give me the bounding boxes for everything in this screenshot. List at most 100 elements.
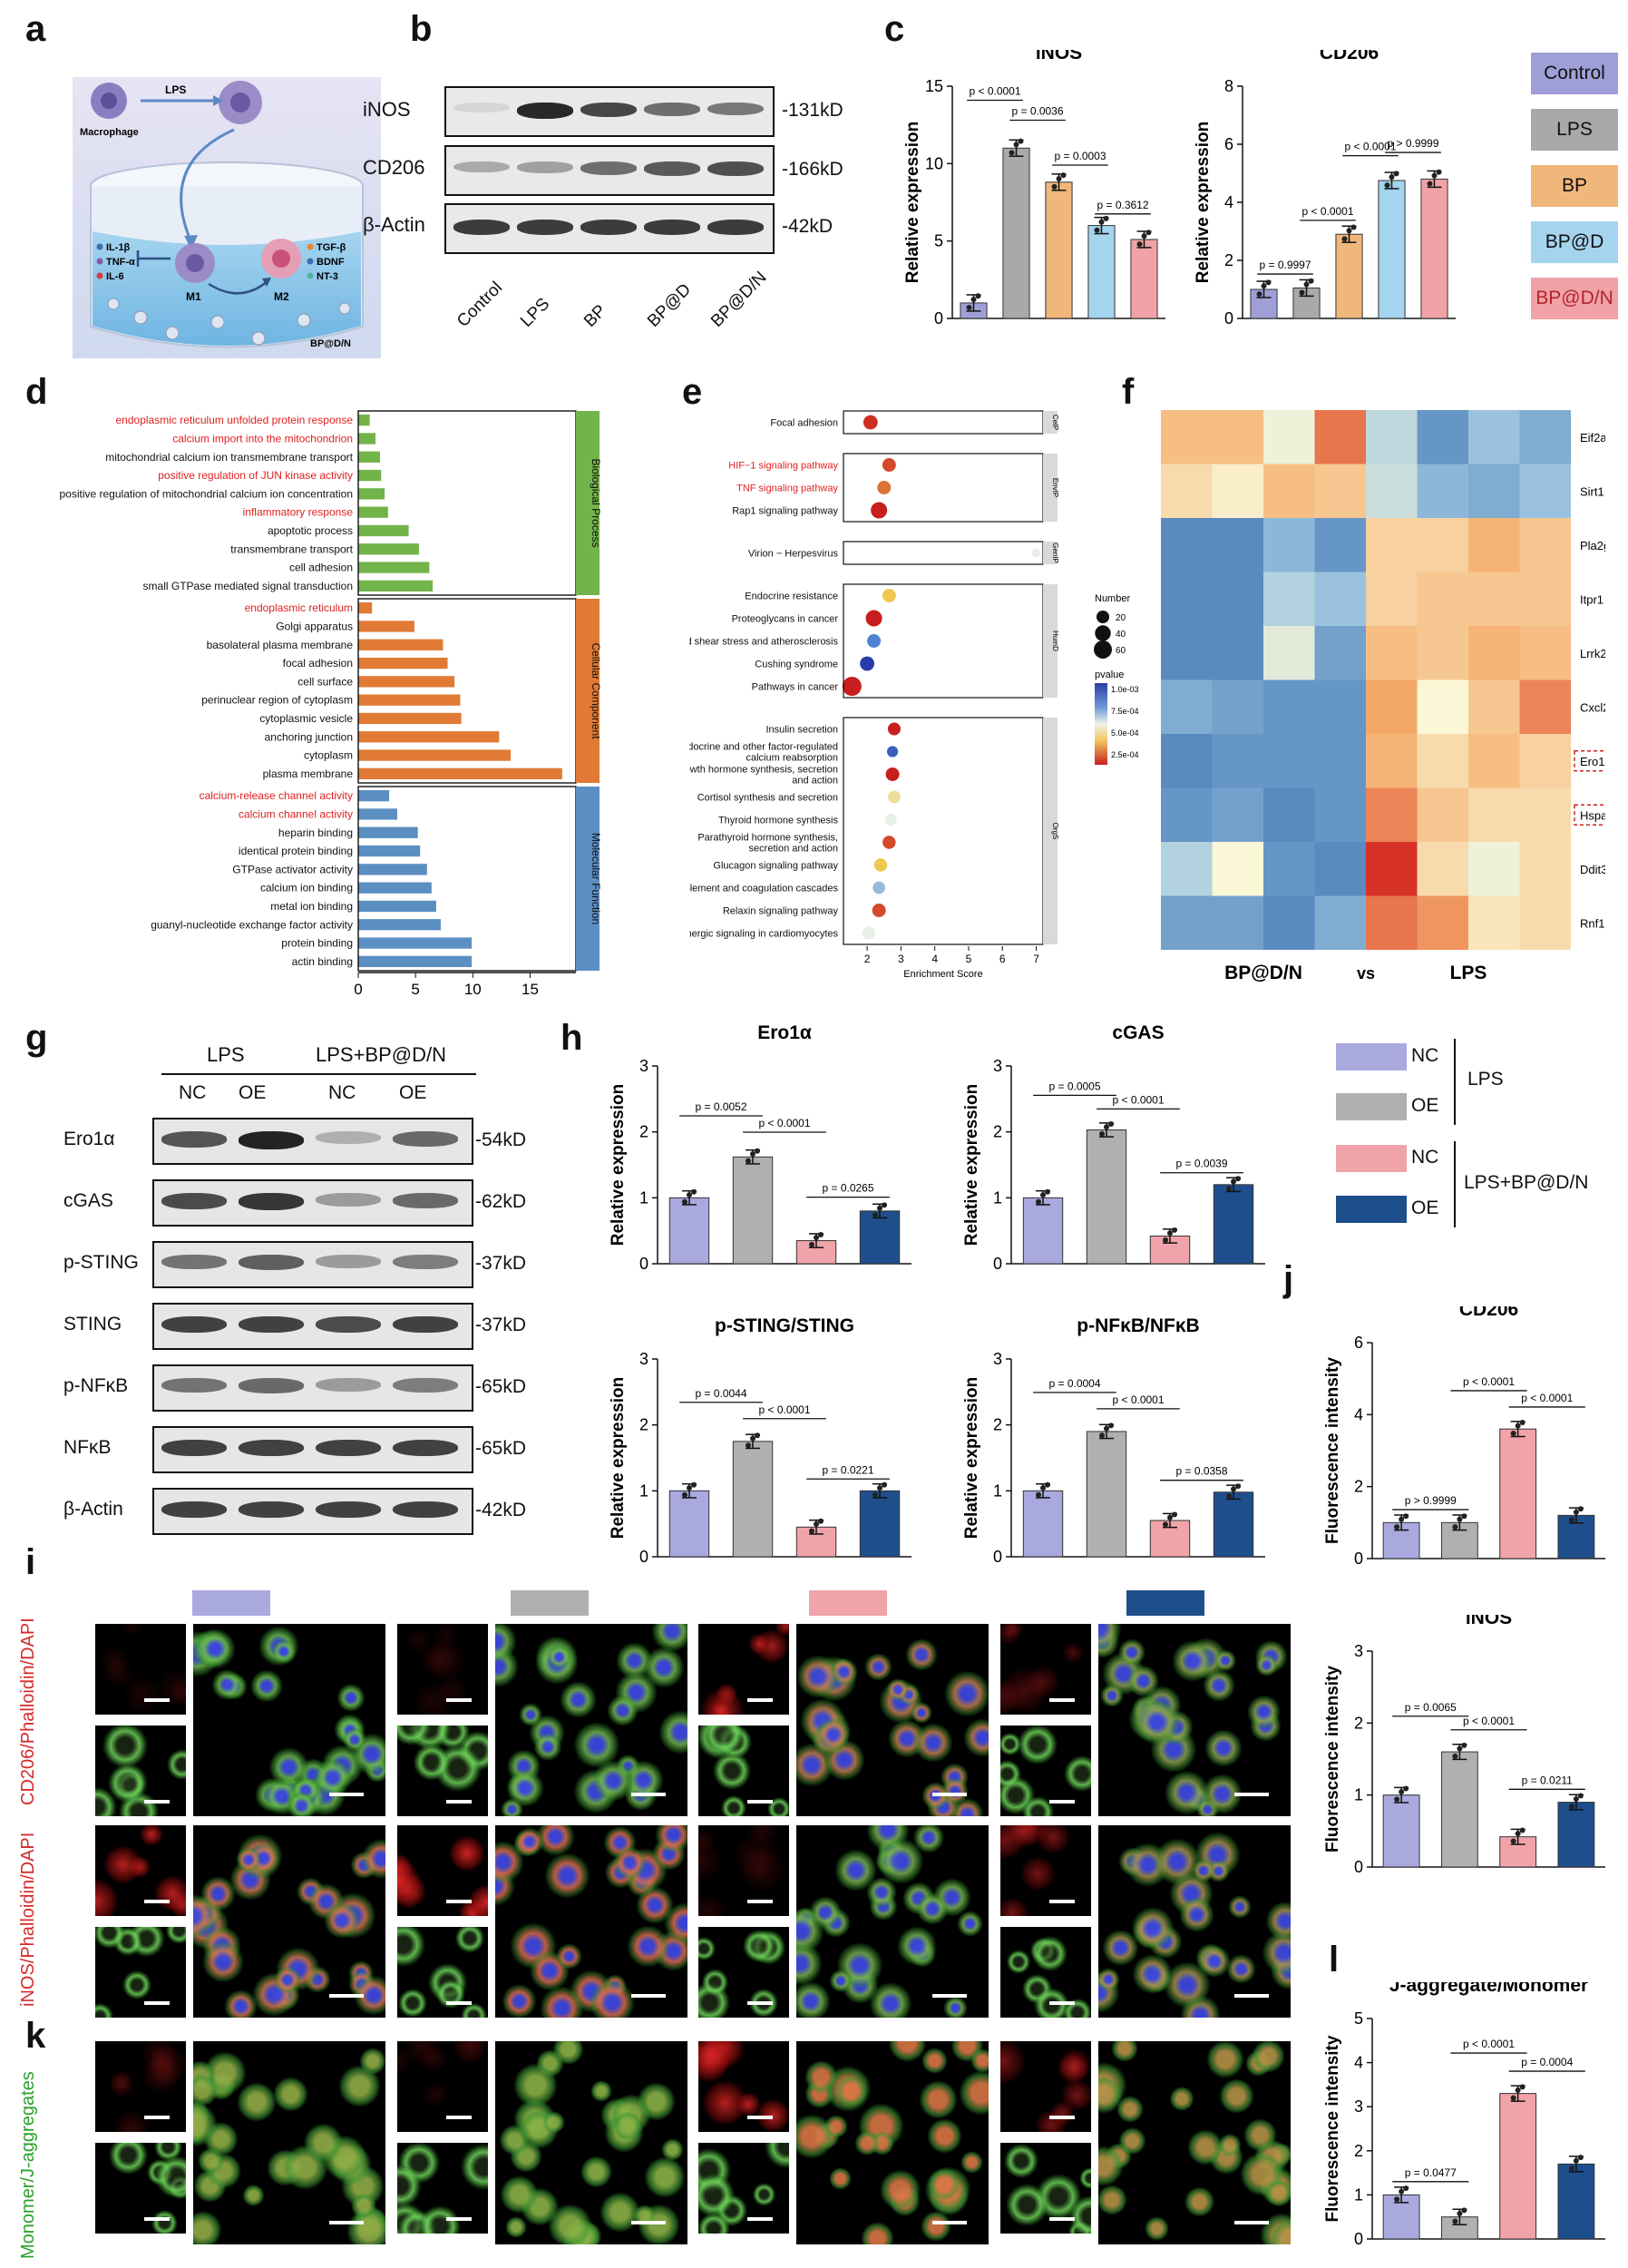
panel-label-c: c bbox=[884, 9, 905, 49]
heatmap-cell bbox=[1263, 787, 1315, 842]
go-bar bbox=[358, 602, 373, 614]
blot-b-band bbox=[453, 220, 510, 235]
data-point bbox=[1403, 1785, 1409, 1792]
data-point bbox=[1056, 175, 1062, 181]
y-tick-label: 1 bbox=[993, 1481, 1002, 1500]
data-point bbox=[882, 1481, 887, 1488]
p-value-label: p > 0.9999 bbox=[1405, 1494, 1457, 1507]
data-point bbox=[1457, 1516, 1463, 1522]
x-tick-label: 5 bbox=[411, 981, 419, 998]
data-point bbox=[1163, 1237, 1168, 1243]
kegg-term-label: Proteoglycans in cancer bbox=[732, 614, 839, 625]
legend-c-bp: BP bbox=[1531, 165, 1618, 207]
micro-small-red bbox=[95, 1825, 186, 1916]
legend-size-label: 20 bbox=[1116, 613, 1126, 623]
y-tick-label: 1 bbox=[993, 1188, 1002, 1207]
data-point bbox=[746, 1158, 751, 1164]
kegg-dot bbox=[882, 458, 896, 472]
legend-h-oe-bpdn-swatch bbox=[1336, 1196, 1407, 1223]
kegg-facet-strip bbox=[1043, 584, 1058, 698]
panel-label-a: a bbox=[25, 9, 46, 49]
bar bbox=[859, 1210, 901, 1265]
kegg-term-label: Endocrine and other factor-regulated bbox=[689, 742, 838, 753]
blot-g-band bbox=[161, 1440, 227, 1457]
bar bbox=[859, 1490, 901, 1558]
go-term-label: guanyl-nucleotide exchange factor activi… bbox=[151, 918, 353, 931]
p-value-label: p = 0.3612 bbox=[1097, 199, 1148, 211]
heatmap-gene-label: Rnf183 bbox=[1580, 916, 1605, 930]
heatmap-cell bbox=[1314, 787, 1366, 842]
go-term-label: small GTPase mediated signal transductio… bbox=[143, 580, 353, 592]
data-point bbox=[1141, 233, 1147, 240]
go-bar bbox=[358, 845, 421, 857]
schematic-lps-label: LPS bbox=[165, 83, 186, 96]
chart-title: CD206 bbox=[1459, 1306, 1518, 1320]
kegg-facet-label: GenIP bbox=[1051, 543, 1059, 563]
p-value-label: p = 0.9997 bbox=[1259, 259, 1311, 271]
chart-j-cd206: CD206 0 2 4 6 Fluorescence intensity p > 0.999… bbox=[1323, 1306, 1605, 1568]
data-point bbox=[1399, 2188, 1405, 2195]
blot-b-band bbox=[707, 161, 764, 176]
data-point bbox=[809, 1241, 814, 1247]
kegg-term-label: secretion and action bbox=[749, 844, 838, 855]
legend-size-dot bbox=[1096, 610, 1110, 624]
data-point bbox=[1403, 2185, 1409, 2192]
data-point bbox=[872, 1212, 878, 1218]
blot-g-group-bpdn: LPS+BP@D/N bbox=[316, 1043, 446, 1066]
blot-g-band bbox=[161, 1193, 227, 1209]
legend-h-oe-bpdn: OE bbox=[1411, 1198, 1439, 1218]
y-tick-label: 4 bbox=[1354, 2054, 1363, 2072]
y-axis-label: Relative expression bbox=[609, 1377, 628, 1539]
factor-1: BDNF bbox=[317, 257, 345, 268]
y-tick-label: 2 bbox=[1354, 2142, 1363, 2160]
blot-b-band bbox=[580, 220, 637, 235]
bar bbox=[1213, 1184, 1254, 1265]
go-bar bbox=[358, 415, 370, 426]
blot-g-band bbox=[316, 1131, 381, 1144]
data-point bbox=[750, 1435, 756, 1442]
kegg-dot bbox=[886, 746, 899, 758]
data-point bbox=[1519, 1420, 1526, 1426]
blot-b-band bbox=[517, 103, 573, 119]
blot-g-band bbox=[316, 1193, 381, 1207]
heatmap-cell bbox=[1366, 734, 1418, 788]
data-point bbox=[1036, 1491, 1041, 1498]
kegg-dot bbox=[877, 481, 892, 494]
micro-merge bbox=[1098, 2041, 1291, 2244]
micro-small-green bbox=[1000, 1725, 1091, 1816]
heatmap-gene-label: Ddit3 bbox=[1580, 863, 1605, 876]
p-value-label: p = 0.0265 bbox=[822, 1182, 873, 1195]
heatmap-cell bbox=[1468, 734, 1520, 788]
legend-size-label: 40 bbox=[1116, 630, 1126, 640]
micro-small-red bbox=[1000, 1825, 1091, 1916]
schematic-bpdn-label: BP@D/N bbox=[310, 338, 351, 349]
heatmap-cell bbox=[1366, 842, 1418, 896]
legend-pvalue-bar bbox=[1095, 683, 1107, 765]
blot-g-band bbox=[316, 1378, 381, 1392]
chart-title: iNOS bbox=[1036, 50, 1082, 64]
go-bar bbox=[358, 676, 455, 688]
legend-number-title: Number bbox=[1095, 593, 1130, 604]
blot-b-band bbox=[517, 161, 573, 173]
y-tick-label: 3 bbox=[1354, 2097, 1363, 2116]
go-bar bbox=[358, 469, 382, 482]
kegg-dot bbox=[865, 610, 882, 627]
micro-small-green bbox=[1000, 1927, 1091, 2018]
go-term-label: positive regulation of JUN kinase activi… bbox=[158, 469, 353, 482]
data-point bbox=[687, 1485, 692, 1491]
bar bbox=[1022, 1197, 1064, 1265]
blot-b-band bbox=[644, 161, 700, 176]
bar bbox=[1130, 239, 1158, 319]
kegg-dot bbox=[1031, 548, 1041, 558]
go-bar bbox=[358, 639, 444, 650]
y-tick-label: 2 bbox=[639, 1123, 648, 1141]
blot-g-sub-label: OE bbox=[399, 1082, 427, 1103]
legend-c-bpdn: BP@D/N bbox=[1531, 278, 1618, 319]
blot-g-row-name: cGAS bbox=[63, 1190, 113, 1211]
data-point bbox=[818, 1232, 824, 1238]
data-point bbox=[1099, 1432, 1105, 1439]
heatmap-cell bbox=[1314, 410, 1366, 464]
kegg-dot bbox=[867, 634, 882, 648]
blot-g-group-line bbox=[161, 1073, 325, 1075]
legend-h-nc-bpdn-swatch bbox=[1336, 1145, 1407, 1172]
